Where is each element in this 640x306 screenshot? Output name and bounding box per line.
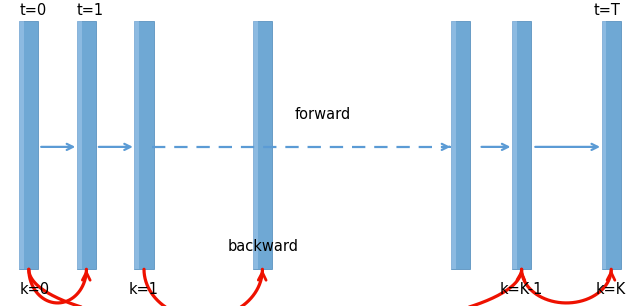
- Text: k=0: k=0: [19, 282, 49, 297]
- Bar: [134, 21, 154, 269]
- Bar: [512, 21, 531, 269]
- Bar: [19, 21, 38, 269]
- Bar: [253, 21, 272, 269]
- Bar: [134, 21, 140, 269]
- Text: backward: backward: [227, 239, 298, 254]
- Bar: [451, 21, 456, 269]
- Bar: [451, 21, 470, 269]
- Bar: [19, 21, 24, 269]
- Bar: [77, 21, 96, 269]
- Text: k=K-1: k=K-1: [500, 282, 543, 297]
- Bar: [602, 21, 621, 269]
- Bar: [512, 21, 517, 269]
- Text: k=K: k=K: [596, 282, 627, 297]
- Text: t=0: t=0: [19, 3, 47, 18]
- Text: t=1: t=1: [77, 3, 104, 18]
- Bar: [77, 21, 82, 269]
- Bar: [602, 21, 606, 269]
- Bar: [253, 21, 257, 269]
- Text: forward: forward: [294, 107, 351, 122]
- Text: k=1: k=1: [129, 282, 159, 297]
- Text: t=T: t=T: [594, 3, 621, 18]
